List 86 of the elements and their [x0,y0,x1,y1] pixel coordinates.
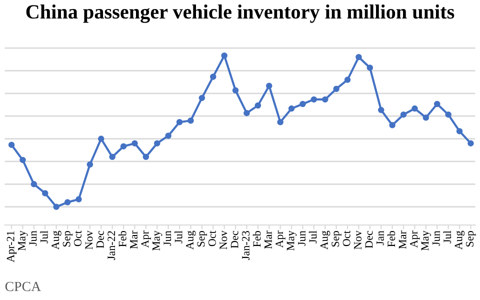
x-tick-label: Mar [130,230,138,249]
x-tick-label: May [286,230,297,251]
point [86,161,94,168]
x-tick-label: May [152,230,162,251]
point [422,114,430,121]
x-tick-label: Apr-21 [6,231,17,262]
point [356,54,362,60]
x-tick-label: Oct [342,230,350,246]
x-tick-label: Apr [141,230,151,248]
point [277,119,284,126]
point [389,122,396,128]
x-tick-label: Jan-23 [242,230,250,260]
x-tick-label: Oct [208,230,216,246]
x-tick-label: Nov [85,230,93,250]
x-tick-label: Jul [443,230,452,244]
x-tick-label: May [421,230,431,251]
point [30,181,38,188]
x-tick-label: Dec [96,230,104,248]
x-tick-label: Dec [230,230,238,248]
x-tick-label: Feb [252,230,261,247]
point [176,119,183,126]
x-tick-label: Apr [410,230,420,248]
x-tick-label: Jul [40,230,48,244]
point [210,74,216,80]
chart-title: China passenger vehicle inventory in million units [26,4,454,23]
x-tick-label: Aug [320,230,330,250]
point [400,111,407,118]
x-tick-label: Jun [164,230,172,246]
point [378,106,384,114]
x-tick-label: Jul [174,230,182,244]
text: CPCA [5,282,41,292]
point [244,110,250,116]
x-tick-label: Jun [29,230,37,246]
x-tick-label: Sep [466,230,476,246]
point [232,87,239,94]
point [288,105,295,112]
x-tick-label: Feb [387,230,396,247]
point [300,100,306,108]
point [198,94,206,102]
x-tick-label: Jan [376,230,384,246]
x-tick-label: May [18,230,28,251]
x-tick-label: Nov [354,230,362,250]
x-tick-label: Mar [264,230,272,249]
point [154,140,160,146]
point [310,96,318,103]
point [76,196,82,202]
x-tick-label: Jan-22 [108,231,116,260]
point [254,102,262,109]
point [333,86,340,92]
x-tick-label: Aug [52,230,62,250]
point [64,199,71,206]
point [266,82,272,89]
x-tick-label: Apr [276,230,286,248]
point [322,96,328,103]
point [366,64,374,71]
point [142,154,150,160]
point [20,156,26,164]
point [42,190,48,196]
point [132,140,138,146]
x-tick-label: Mar [398,230,406,249]
x-tick-label: Jun [298,230,306,246]
x-tick-label: Jun [432,230,440,246]
point [221,52,228,59]
point [412,105,418,112]
x-tick-label: Nov [220,230,228,250]
point [165,132,172,139]
x-tick-label: Dec [365,230,373,248]
point [8,142,15,148]
point [456,128,463,134]
point [445,111,452,118]
point [109,154,116,160]
point [98,136,104,142]
x-tick-label: Jul [308,230,317,244]
point [344,76,351,83]
x-tick-label: Feb [118,230,126,247]
x-tick-label: Aug [186,230,196,250]
point [53,204,60,210]
x-tick-label: Sep [62,230,73,246]
x-tick-label: Oct [74,230,82,246]
point [188,118,194,124]
point [468,140,474,146]
point [434,100,440,108]
x-tick-label: Sep [197,230,207,246]
point [120,143,127,150]
x-tick-label: Aug [454,230,465,250]
x-tick-label: Sep [332,230,342,246]
